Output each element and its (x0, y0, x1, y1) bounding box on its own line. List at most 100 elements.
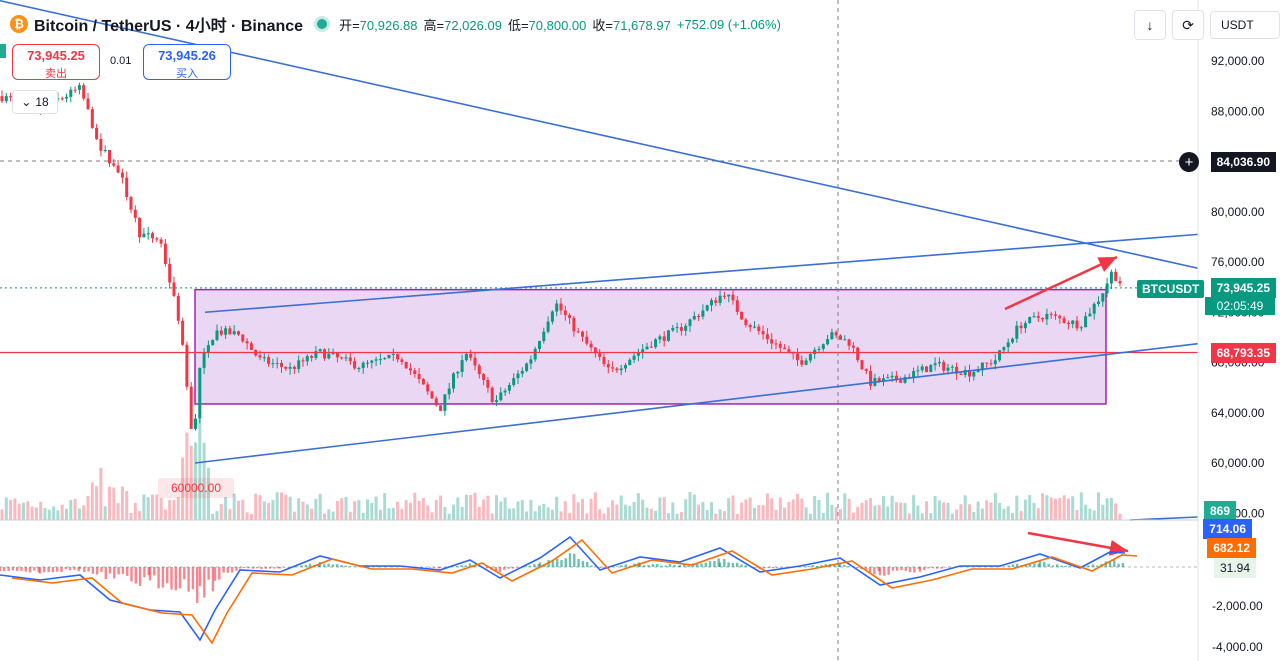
candle-body (710, 300, 713, 306)
volume-bar (185, 432, 189, 520)
candle-body (929, 365, 933, 373)
volume-bar (860, 502, 864, 520)
volume-bar (1105, 498, 1109, 520)
candle-body (993, 360, 997, 365)
volume-bar (998, 502, 1002, 520)
candle-body (899, 380, 903, 383)
candle-body (925, 366, 928, 373)
volume-bar (237, 500, 240, 520)
candle-body (856, 347, 860, 361)
trend-arrow-price-head (1097, 257, 1117, 272)
volume-bar (830, 504, 834, 520)
volume-bar (864, 500, 868, 520)
volume-bar (258, 495, 262, 520)
low-label: 低= (507, 17, 529, 33)
download-icon[interactable]: ↓ (1134, 10, 1166, 40)
candle-body (335, 353, 339, 358)
upper-channel-line (204, 233, 1199, 314)
candle-body (1075, 320, 1079, 329)
candle-body (1062, 318, 1066, 323)
volume-bar (146, 497, 150, 520)
macd-histogram-bar (327, 563, 330, 567)
refresh-icon[interactable]: ⟳ (1172, 10, 1204, 40)
macd-histogram-bar (308, 563, 312, 567)
volume-bar (1006, 506, 1010, 520)
macd-histogram-bar (873, 567, 876, 575)
sell-button[interactable]: 73,945.25 卖出 (12, 44, 100, 80)
volume-bar (606, 507, 610, 520)
candle-body (533, 348, 537, 360)
macd-histogram-bar (498, 567, 502, 573)
macd-histogram-bar (7, 567, 10, 572)
candle-body (903, 376, 907, 383)
macd-histogram-bar (100, 567, 103, 572)
volume-bar (933, 495, 937, 520)
candle-body (826, 339, 830, 345)
volume-bar (103, 506, 107, 520)
volume-bar (305, 504, 309, 520)
volume-bar (744, 499, 748, 520)
volume-bar (26, 501, 30, 520)
volume-bar (95, 486, 99, 520)
volume-bar (17, 503, 21, 520)
volume-bar (1066, 498, 1070, 520)
candle-body (611, 367, 615, 369)
volume-bar (808, 513, 812, 520)
volume-bar (636, 493, 640, 520)
macd-histogram-bar (811, 565, 815, 567)
volume-bar (886, 506, 890, 520)
macd-histogram-bar (917, 567, 920, 569)
candle-body (185, 344, 189, 387)
volume-bar (920, 513, 924, 520)
low-price-marker: 60000.00 (158, 478, 234, 498)
candle-body (942, 362, 946, 371)
macd-histogram-bar (1047, 563, 1050, 567)
symbol-title[interactable]: Bitcoin / TetherUS · 4小时 · Binance (34, 18, 304, 35)
candle-body (241, 334, 245, 342)
candle-body (348, 357, 352, 362)
macd-histogram-bar (38, 567, 42, 574)
volume-bar (512, 508, 516, 520)
volume-bar (4, 497, 8, 520)
volume-bar (1058, 497, 1062, 520)
volume-bar (856, 506, 860, 520)
candle-body (69, 89, 73, 97)
macd-histogram-bar (533, 564, 536, 567)
macd-histogram-bar (1038, 561, 1042, 567)
candle-body (146, 233, 150, 235)
macd-histogram-bar (73, 567, 76, 570)
macd-histogram-bar (611, 566, 615, 567)
candle-body (1088, 313, 1092, 317)
candle-body (314, 351, 318, 358)
candle-body (980, 362, 984, 371)
macd-tick-label: -2,000.00 (1212, 599, 1263, 613)
macd-histogram-bar (1096, 565, 1099, 567)
macd-histogram-bar (121, 567, 125, 574)
macd-histogram-bar (56, 567, 59, 572)
volume-bar (254, 493, 258, 520)
macd-histogram-bar (731, 563, 735, 567)
macd-histogram-bar (273, 567, 276, 569)
indicator-toggle[interactable]: ⌄ 18 (12, 90, 58, 114)
volume-bar (585, 513, 589, 520)
candle-body (318, 349, 322, 352)
volume-bar (1071, 496, 1075, 520)
currency-select[interactable]: USDT (1210, 11, 1280, 39)
bitcoin-icon: ₿ (10, 15, 28, 33)
macd-histogram-bar (624, 564, 627, 567)
buy-button[interactable]: 73,945.26 买入 (143, 44, 231, 80)
candle-body (1118, 281, 1122, 284)
candle-body (116, 165, 120, 173)
macd-histogram-bar (323, 564, 326, 567)
volume-bar (60, 504, 64, 520)
macd-histogram-bar (843, 564, 846, 567)
add-alert-plus-icon[interactable]: + (1179, 152, 1199, 172)
candle-body (224, 328, 228, 335)
candle-body (787, 349, 791, 352)
candle-body (950, 366, 954, 368)
volume-bar (894, 502, 898, 520)
macd-histogram-bar (651, 563, 655, 567)
volume-bar (963, 495, 967, 520)
volume-bar (950, 513, 954, 520)
